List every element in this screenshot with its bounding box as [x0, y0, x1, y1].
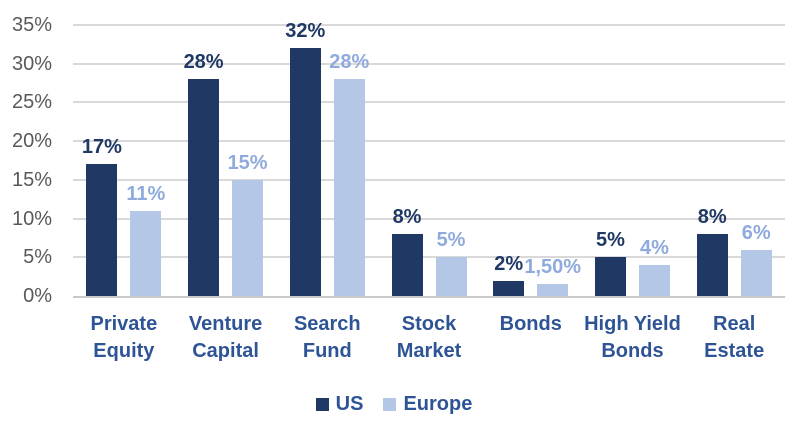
bar-us: 17%	[82, 136, 122, 296]
plot-area: 17% 11% 28% 15% 32% 28% 8% 5% 2% 1,50% 5% 4% 8% 6%	[73, 20, 785, 298]
data-label-us: 28%	[183, 51, 224, 74]
bar-us: 2%	[493, 253, 525, 296]
bar-group: 8% 6%	[683, 25, 785, 296]
data-label-europe: 11%	[126, 182, 166, 205]
category-label: Private Equity	[90, 313, 158, 362]
bar-group: 17% 11%	[73, 25, 175, 296]
bar-us: 8%	[696, 206, 728, 296]
y-tick-label: 25%	[11, 91, 52, 114]
category-label: Search Fund	[293, 313, 361, 362]
y-tick-label: 5%	[23, 246, 52, 269]
y-tick-label: 0%	[23, 285, 52, 307]
bar-us: 5%	[594, 229, 626, 296]
bar-europe: 28%	[329, 51, 369, 296]
legend-item-europe: Europe	[383, 393, 472, 416]
x-axis: Private Equity Venture Capital Search Fund…	[73, 311, 785, 365]
legend-label-us: US	[335, 393, 364, 415]
y-tick-label: 10%	[11, 207, 52, 230]
data-label-europe: 1,50%	[524, 256, 582, 279]
bar-europe: 11%	[126, 183, 165, 296]
data-label-europe: 6%	[741, 221, 771, 244]
bar-us: 8%	[391, 206, 423, 296]
category-label: Bonds	[499, 313, 562, 335]
category-label: Real Estate	[704, 313, 765, 362]
data-label-us: 8%	[697, 206, 727, 229]
category-label: Venture Capital	[188, 313, 263, 362]
data-label-europe: 28%	[329, 51, 370, 74]
bar-europe: 5%	[435, 229, 467, 296]
bar-europe: 1,50%	[524, 256, 581, 296]
bar-group: 8% 5%	[378, 25, 480, 296]
bar-us: 28%	[184, 51, 224, 296]
bar-us: 32%	[285, 20, 325, 296]
bar-europe: 15%	[228, 152, 268, 296]
y-axis: 35% 30% 25% 20% 15% 10% 5% 0%	[0, 14, 52, 307]
legend-swatch-europe	[383, 398, 397, 411]
data-label-us: 32%	[285, 20, 326, 43]
bar-group: 32% 28%	[276, 20, 378, 296]
data-label-us: 8%	[392, 206, 422, 229]
y-tick-label: 15%	[11, 168, 52, 191]
bar-group: 28% 15%	[175, 25, 277, 296]
legend-label-europe: Europe	[403, 393, 473, 415]
legend-swatch-us	[315, 398, 329, 411]
bar-group: 5% 4%	[582, 25, 684, 296]
legend: US Europe	[0, 393, 788, 416]
y-tick-label: 30%	[11, 52, 52, 75]
category-label: High Yield Bonds	[584, 313, 681, 362]
data-label-europe: 15%	[227, 151, 268, 174]
data-label-us: 17%	[81, 136, 122, 159]
bar-europe: 6%	[740, 222, 772, 296]
data-label-us: 5%	[596, 229, 625, 252]
y-tick-label: 35%	[11, 14, 52, 36]
data-label-europe: 4%	[640, 237, 669, 260]
bar-group: 2% 1,50%	[480, 25, 582, 296]
data-label-europe: 5%	[436, 229, 466, 252]
data-label-us: 2%	[494, 252, 524, 275]
category-label: Stock Market	[396, 313, 462, 362]
bar-europe: 4%	[638, 237, 670, 296]
legend-item-us: US	[315, 393, 364, 416]
y-tick-label: 20%	[11, 130, 52, 153]
